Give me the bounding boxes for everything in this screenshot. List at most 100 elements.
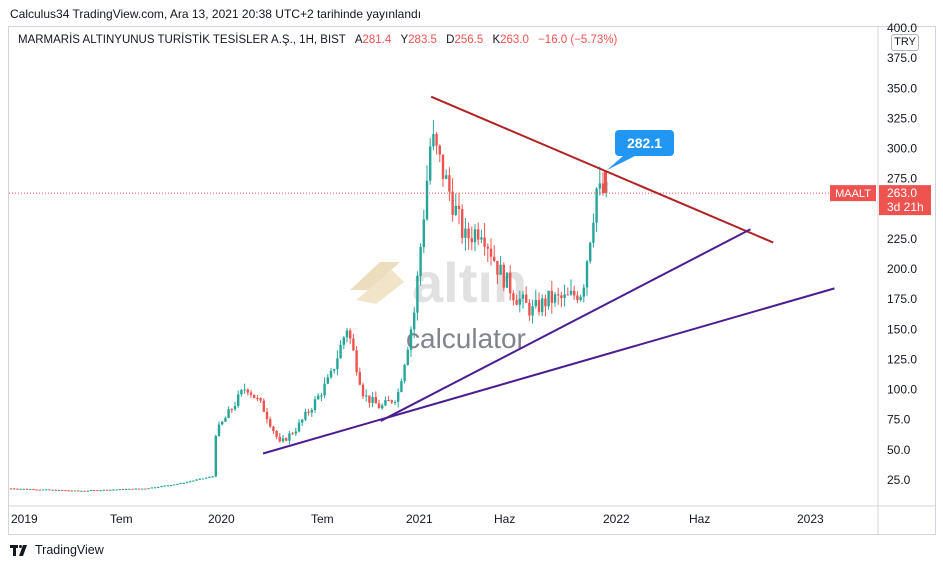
candle bbox=[221, 421, 224, 425]
ohlc-legend: MARMARİS ALTINYUNUS TURİSTİK TESİSLER A.… bbox=[18, 34, 617, 46]
candle bbox=[557, 294, 560, 296]
candle bbox=[173, 484, 176, 486]
candle bbox=[249, 392, 253, 395]
candle bbox=[467, 228, 470, 239]
candle bbox=[211, 476, 214, 478]
candle bbox=[454, 205, 457, 215]
candle bbox=[579, 296, 582, 301]
callout-label: 282.1 bbox=[627, 135, 662, 151]
candle bbox=[589, 242, 592, 262]
open-value: 281.4 bbox=[362, 34, 392, 46]
x-tick-label: Haz bbox=[689, 512, 710, 526]
candle bbox=[134, 488, 137, 490]
x-tick-label: Tem bbox=[110, 512, 133, 526]
candle bbox=[128, 488, 131, 490]
y-tick-label: 25.0 bbox=[887, 473, 911, 487]
candle bbox=[486, 246, 489, 249]
candle bbox=[57, 489, 61, 491]
candle bbox=[80, 490, 83, 492]
candle bbox=[592, 222, 595, 243]
candle bbox=[182, 482, 185, 484]
candle bbox=[19, 488, 22, 490]
price-tag bbox=[879, 185, 931, 216]
candle bbox=[281, 438, 285, 442]
low-value: 256.5 bbox=[454, 34, 484, 46]
candle bbox=[537, 300, 541, 313]
candle bbox=[275, 430, 278, 437]
candle bbox=[153, 487, 157, 489]
candle bbox=[448, 175, 451, 192]
candle bbox=[121, 489, 125, 491]
candle bbox=[29, 489, 32, 491]
callout-pointer bbox=[607, 156, 635, 170]
candle bbox=[166, 485, 169, 487]
candle bbox=[598, 183, 601, 189]
watermark-logo-icon bbox=[350, 262, 404, 304]
candle bbox=[169, 485, 173, 487]
candle bbox=[112, 489, 115, 491]
candle bbox=[342, 337, 345, 345]
candle bbox=[352, 338, 355, 351]
candle bbox=[569, 290, 573, 295]
candle bbox=[13, 488, 16, 490]
candle bbox=[390, 400, 393, 403]
candle bbox=[230, 409, 233, 411]
candle bbox=[227, 409, 230, 418]
candle bbox=[521, 294, 525, 299]
callout-box bbox=[615, 130, 674, 156]
candle bbox=[9, 488, 13, 490]
x-tick-label: Tem bbox=[311, 512, 334, 526]
candle bbox=[512, 293, 515, 301]
candle bbox=[365, 395, 368, 397]
candle bbox=[525, 294, 528, 303]
candle bbox=[393, 401, 397, 403]
chart-frame bbox=[8, 26, 936, 535]
candle bbox=[601, 183, 605, 194]
candle bbox=[176, 483, 179, 485]
candle bbox=[329, 370, 333, 378]
candle bbox=[553, 294, 557, 303]
candle bbox=[534, 300, 537, 307]
candle bbox=[518, 298, 521, 305]
x-tick-label: 2021 bbox=[406, 512, 433, 526]
candle bbox=[445, 175, 448, 179]
candle bbox=[544, 298, 547, 307]
candle bbox=[313, 399, 317, 411]
candle bbox=[368, 395, 371, 403]
candle bbox=[141, 488, 144, 490]
close-label: K bbox=[492, 34, 501, 46]
candle bbox=[262, 400, 265, 412]
candle bbox=[438, 145, 441, 155]
candle bbox=[25, 488, 29, 490]
candle bbox=[406, 349, 409, 365]
high-value: 283.5 bbox=[408, 34, 437, 46]
candle bbox=[339, 344, 342, 359]
candle bbox=[464, 228, 467, 238]
candle bbox=[38, 489, 41, 491]
y-tick-label: 100.0 bbox=[887, 383, 917, 397]
candle bbox=[307, 411, 310, 413]
candle bbox=[48, 489, 51, 491]
candle bbox=[441, 154, 445, 179]
change-value: −16.0 (−5.73%) bbox=[538, 34, 618, 46]
candle bbox=[253, 394, 256, 398]
candle bbox=[205, 477, 208, 479]
candle bbox=[502, 264, 505, 288]
candle bbox=[371, 397, 374, 403]
candle bbox=[489, 248, 493, 257]
candle bbox=[304, 411, 307, 420]
candle bbox=[374, 397, 377, 404]
currency-button[interactable]: TRY bbox=[891, 34, 919, 51]
candle bbox=[259, 397, 262, 401]
candle bbox=[531, 306, 534, 316]
x-tick-label: 2023 bbox=[797, 512, 824, 526]
candle bbox=[409, 329, 413, 350]
candle bbox=[150, 487, 153, 489]
candle bbox=[16, 488, 19, 490]
candle bbox=[547, 290, 550, 307]
candle bbox=[73, 490, 77, 492]
candle bbox=[51, 489, 54, 491]
candle bbox=[89, 490, 93, 492]
y-tick-label: 175.0 bbox=[887, 292, 917, 306]
